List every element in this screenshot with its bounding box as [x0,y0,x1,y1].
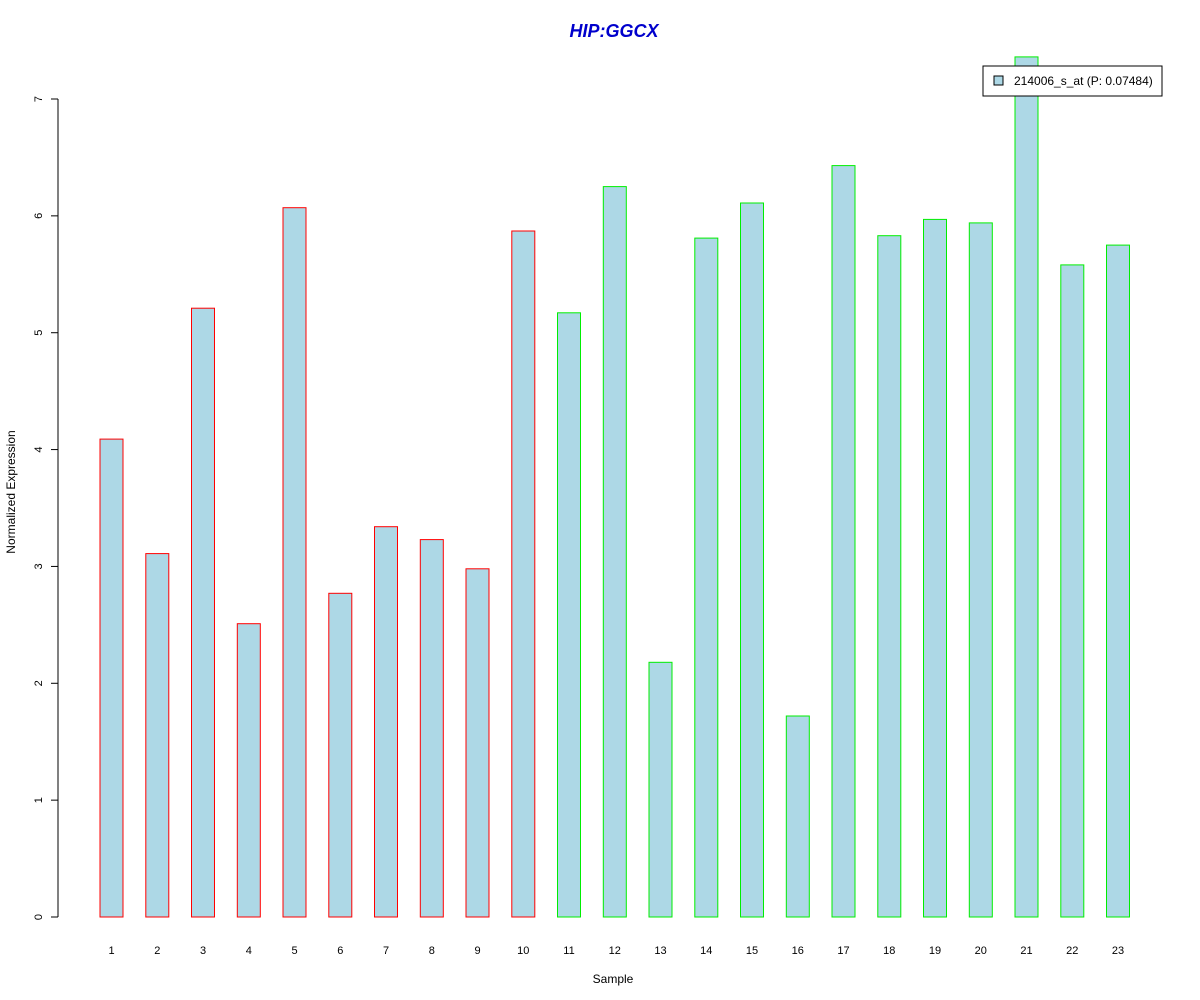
x-axis-tick-label: 18 [883,945,895,957]
bar-sample-21 [1014,56,1039,918]
chart-title: HIP:GGCX [569,21,659,41]
x-axis-tick-label: 17 [837,945,849,957]
x-axis-tick-label: 10 [517,945,529,957]
bar-sample-7 [374,526,398,918]
y-axis-tick-label: 0 [33,914,45,920]
x-axis-tick-label: 13 [654,945,666,957]
y-axis-tick-label: 1 [33,797,45,803]
x-axis-tick-label: 8 [429,945,435,957]
x-axis-tick-label: 11 [563,945,574,957]
x-axis-tick-label: 9 [474,945,480,957]
x-axis-tick-labels: 1 2 3 4 5 6 7 8 9 10 11 12 13 14 15 16 17 18 19 20 21 22 23 [108,945,1124,957]
x-axis-tick-label: 2 [154,945,160,957]
y-axis-tick-label: 2 [33,680,45,686]
bar-sample-11 [557,312,581,918]
x-axis-tick-label: 5 [291,945,297,957]
x-axis-tick-label: 20 [975,945,987,957]
bar-sample-20 [968,222,993,918]
y-axis-label: Normalized Expression [4,430,18,553]
legend-swatch [993,75,1004,86]
legend-label: 214006_s_at (P: 0.07484) [1014,74,1153,88]
y-axis-tick-label: 3 [33,563,45,569]
x-axis-tick-label: 1 [108,945,114,957]
bar-sample-3 [191,307,215,918]
x-axis-tick-label: 19 [929,945,941,957]
x-axis-tick-label: 21 [1020,945,1032,957]
y-axis: 0 1 2 3 4 5 6 7 [33,96,59,920]
x-axis-label: Sample [593,972,634,986]
bar-sample-14 [694,237,719,918]
y-axis-tick-label: 7 [33,96,45,102]
bar-sample-13 [648,661,673,918]
bar-sample-1 [99,438,124,918]
x-axis-tick-label: 16 [792,945,804,957]
bar-sample-18 [877,235,902,918]
x-axis-tick-label: 14 [700,945,712,957]
bar-sample-2 [145,553,170,918]
bar-sample-9 [465,568,490,918]
bar-sample-12 [602,186,627,918]
bar-sample-10 [511,230,536,918]
x-axis-tick-label: 3 [200,945,206,957]
bar-sample-6 [328,592,353,918]
x-axis-tick-label: 22 [1066,945,1078,957]
bar-sample-22 [1060,264,1085,918]
x-axis-tick-label: 12 [609,945,621,957]
y-axis-tick-label: 4 [33,447,45,453]
bar-sample-8 [419,539,444,918]
bar-sample-4 [236,623,261,918]
legend: 214006_s_at (P: 0.07484) [982,65,1163,97]
legend-box [982,65,1163,97]
y-axis-tick-label: 5 [33,330,45,336]
bar-series [99,56,1130,918]
x-axis-tick-label: 7 [383,945,389,957]
y-axis-tick-label: 6 [33,213,45,219]
bar-sample-16 [785,715,810,918]
bar-sample-23 [1106,244,1130,918]
bar-sample-15 [740,202,764,918]
bar-sample-5 [282,207,307,918]
x-axis-tick-label: 15 [746,945,758,957]
bar-sample-17 [831,165,856,918]
x-axis-tick-label: 6 [337,945,343,957]
x-axis-tick-label: 23 [1112,945,1124,957]
bar-sample-19 [923,218,947,918]
x-axis-tick-label: 4 [246,945,252,957]
